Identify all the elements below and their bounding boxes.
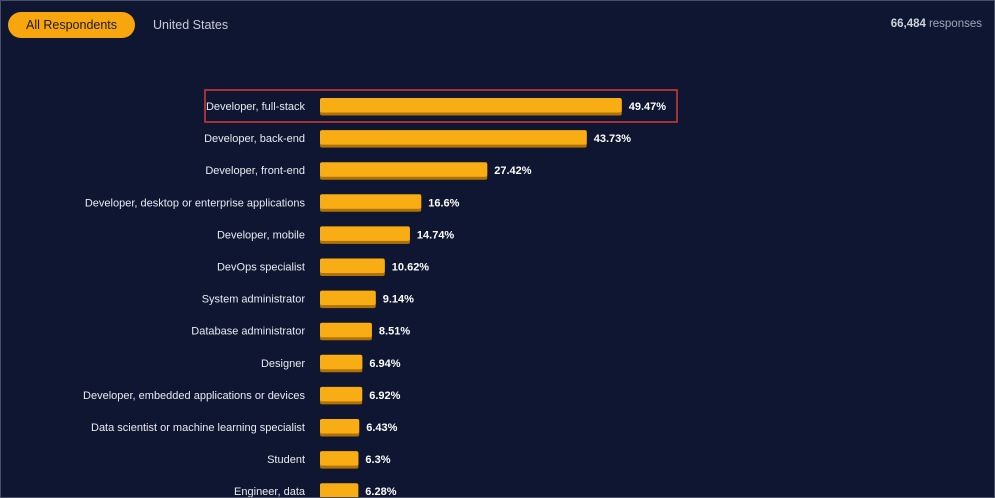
value-label: 14.74% bbox=[417, 229, 455, 241]
responses-number: 66,484 bbox=[890, 18, 926, 30]
bar[interactable] bbox=[320, 322, 372, 338]
value-label: 43.73% bbox=[594, 133, 632, 145]
value-label: 6.28% bbox=[365, 486, 396, 497]
value-label: 6.43% bbox=[366, 422, 397, 434]
category-label: Data scientist or machine learning speci… bbox=[91, 422, 305, 434]
category-label: Developer, mobile bbox=[217, 229, 305, 241]
value-label: 49.47% bbox=[629, 101, 667, 113]
category-label: DevOps specialist bbox=[217, 262, 305, 274]
value-label: 9.14% bbox=[383, 294, 414, 306]
bar[interactable] bbox=[320, 98, 622, 113]
category-label: Developer, desktop or enterprise applica… bbox=[85, 197, 306, 209]
bar[interactable] bbox=[320, 258, 385, 274]
bar[interactable] bbox=[320, 226, 410, 241]
responses-label: responses bbox=[928, 18, 982, 30]
category-label: Database administrator bbox=[191, 326, 305, 338]
category-label: Developer, full-stack bbox=[206, 101, 306, 113]
bar[interactable] bbox=[320, 354, 363, 370]
category-label: System administrator bbox=[202, 294, 306, 306]
bar[interactable] bbox=[320, 130, 587, 145]
category-label: Developer, embedded applications or devi… bbox=[83, 390, 305, 402]
bar[interactable] bbox=[320, 483, 359, 497]
bar[interactable] bbox=[320, 419, 360, 434]
tab-all-respondents[interactable]: All Respondents bbox=[8, 12, 136, 38]
value-label: 10.62% bbox=[392, 262, 430, 274]
responses-count: 66,484 responses bbox=[891, 18, 982, 30]
value-label: 27.42% bbox=[494, 165, 532, 177]
bar[interactable] bbox=[320, 290, 376, 306]
respondent-tabs: All Respondents United States bbox=[8, 12, 246, 38]
category-label: Engineer, data bbox=[234, 486, 306, 497]
bar[interactable] bbox=[320, 162, 488, 177]
bar[interactable] bbox=[320, 451, 359, 466]
value-label: 6.94% bbox=[369, 358, 400, 370]
value-label: 6.92% bbox=[369, 390, 400, 402]
category-label: Designer bbox=[261, 358, 305, 370]
tab-united-states[interactable]: United States bbox=[153, 18, 229, 32]
highlight-box bbox=[204, 89, 678, 123]
value-label: 6.3% bbox=[365, 454, 390, 466]
value-label: 16.6% bbox=[428, 197, 459, 209]
category-label: Developer, front-end bbox=[205, 165, 305, 177]
category-label: Student bbox=[267, 454, 305, 466]
value-label: 8.51% bbox=[379, 326, 410, 338]
bar[interactable] bbox=[320, 386, 363, 402]
category-label: Developer, back-end bbox=[204, 133, 305, 145]
bar[interactable] bbox=[320, 194, 422, 209]
